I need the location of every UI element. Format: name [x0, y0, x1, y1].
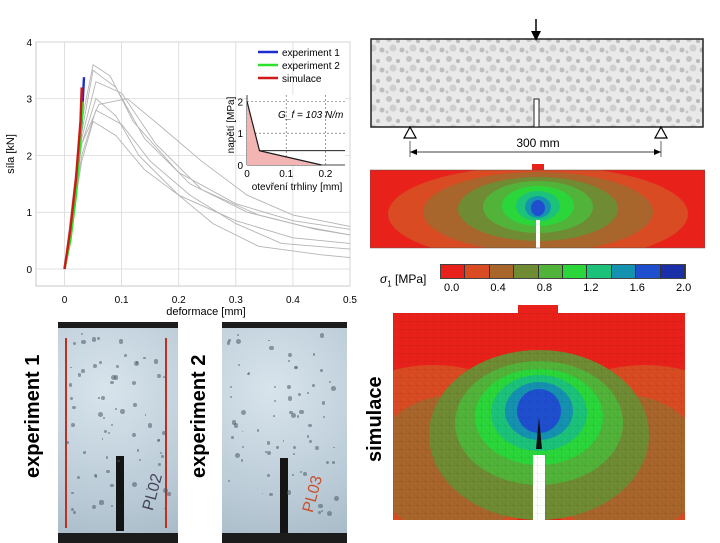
y-axis-label: síla [kN]: [5, 134, 17, 174]
left-support-icon: [402, 125, 418, 139]
chart-tick-labels: 0 0.1 0.2 0.3 0.4 0.5 0 1 2 3 4: [26, 38, 357, 306]
colorbar-subscript: 1: [387, 279, 392, 289]
y-tick-label: 3: [26, 95, 32, 106]
force-deformation-chart: 0 0.1 0.2 0.3 0.4 0.5 0 1 2 3 4 deformace [mm] síl…: [5, 38, 357, 318]
colorbar-tick-label: 1.2: [583, 282, 599, 294]
x-axis-label: deformace [mm]: [166, 306, 245, 318]
inset-y-label: napětí [MPa]: [226, 96, 237, 153]
x-tick-label: 0.3: [229, 295, 243, 306]
inset-x-tick-label: 0.2: [318, 169, 332, 180]
colorbar-swatch: [587, 265, 612, 278]
legend-label-experiment-1: experiment 1: [282, 48, 340, 59]
colorbar-tick-label: 0.8: [536, 282, 553, 294]
inset-softening-curve: [246, 101, 322, 166]
x-tick-label: 0: [62, 295, 68, 306]
inset-y-tick-label: 2: [237, 97, 243, 108]
inset-x-tick-label: 0.1: [279, 169, 293, 180]
colorbar-swatch: [636, 265, 661, 278]
series-experiment-envelope: [64, 98, 351, 270]
colorbar-unit: [MPa]: [391, 272, 427, 286]
series-experiment-envelope: [64, 97, 351, 270]
label-simulace: simulace: [364, 376, 386, 462]
series-experiment-envelope: [64, 109, 351, 270]
right-support-icon: [653, 125, 669, 139]
span-dimension: 300 mm: [409, 135, 662, 157]
series-experiment-envelope: [64, 63, 351, 270]
stress-field-beam: [370, 164, 705, 249]
legend-label-simulace: simulace: [282, 74, 322, 85]
inset-x-tick-label: 0: [244, 169, 250, 180]
beam-notch: [533, 98, 540, 128]
label-experiment-1: experiment 1: [22, 354, 44, 478]
colorbar-swatch: [611, 265, 637, 278]
series-experiment-envelope: [64, 120, 351, 270]
y-tick-label: 1: [26, 208, 32, 219]
colorbar-swatch: [441, 265, 466, 278]
inset-y-tick-label: 0: [237, 161, 243, 172]
stress-field-detail: [393, 305, 685, 520]
colorbar-tick-label: 0.0: [444, 282, 460, 294]
series-experiment-envelope: [64, 81, 351, 270]
inset-chart: 0 0.1 0.2 0 1 2 G_f = 103 N/m otevření trhlin…: [226, 95, 345, 193]
colorbar-tick-labels: 0.0 0.4 0.8 1.2 1.6 2.0: [440, 282, 691, 296]
colorbar-swatch: [563, 265, 588, 278]
colorbar-title: σ1 [MPa]: [380, 272, 426, 288]
x-tick-label: 0.1: [115, 295, 129, 306]
specimen-photo-2: PL03: [222, 322, 347, 543]
colorbar-swatches: [440, 264, 686, 279]
colorbar-tick-label: 0.4: [490, 282, 506, 294]
y-tick-label: 4: [26, 38, 32, 49]
span-label: 300 mm: [516, 136, 559, 150]
label-experiment-2: experiment 2: [188, 354, 210, 478]
x-tick-label: 0.5: [343, 295, 357, 306]
inset-x-label: otevření trhliny [mm]: [252, 182, 343, 193]
chart-series: [63, 63, 351, 270]
colorbar-swatch: [514, 265, 539, 278]
colorbar-symbol: σ: [380, 272, 388, 286]
y-tick-label: 0: [26, 265, 32, 276]
x-tick-label: 0.4: [286, 295, 300, 306]
inset-fracture-energy-area: [247, 101, 322, 165]
y-tick-label: 2: [26, 151, 32, 162]
legend-label-experiment-2: experiment 2: [282, 61, 340, 72]
load-arrow-icon: [531, 19, 541, 41]
ruler-icon: [65, 338, 67, 528]
colorbar-swatch: [489, 265, 515, 278]
x-tick-label: 0.2: [172, 295, 186, 306]
series-simulace: [63, 87, 83, 270]
specimen-photo-1: PL02: [58, 322, 178, 543]
inset-y-tick-label: 1: [237, 129, 243, 140]
chart-legend: experiment 1 experiment 2 simulace: [258, 48, 340, 85]
inset-gf-annotation: G_f = 103 N/m: [278, 110, 343, 121]
specimen-marking-2: PL03: [300, 473, 327, 515]
colorbar-swatch: [538, 265, 564, 278]
colorbar-swatch: [465, 265, 490, 278]
beam-schematic: 300 mm: [370, 19, 704, 157]
colorbar-tick-label: 1.6: [629, 282, 645, 294]
colorbar-tick-label: 2.0: [676, 282, 692, 294]
stress-colorbar: σ1 [MPa] 0.0 0.4 0.8 1.2 1.6 2.0: [380, 260, 691, 300]
colorbar-swatch: [660, 265, 686, 278]
